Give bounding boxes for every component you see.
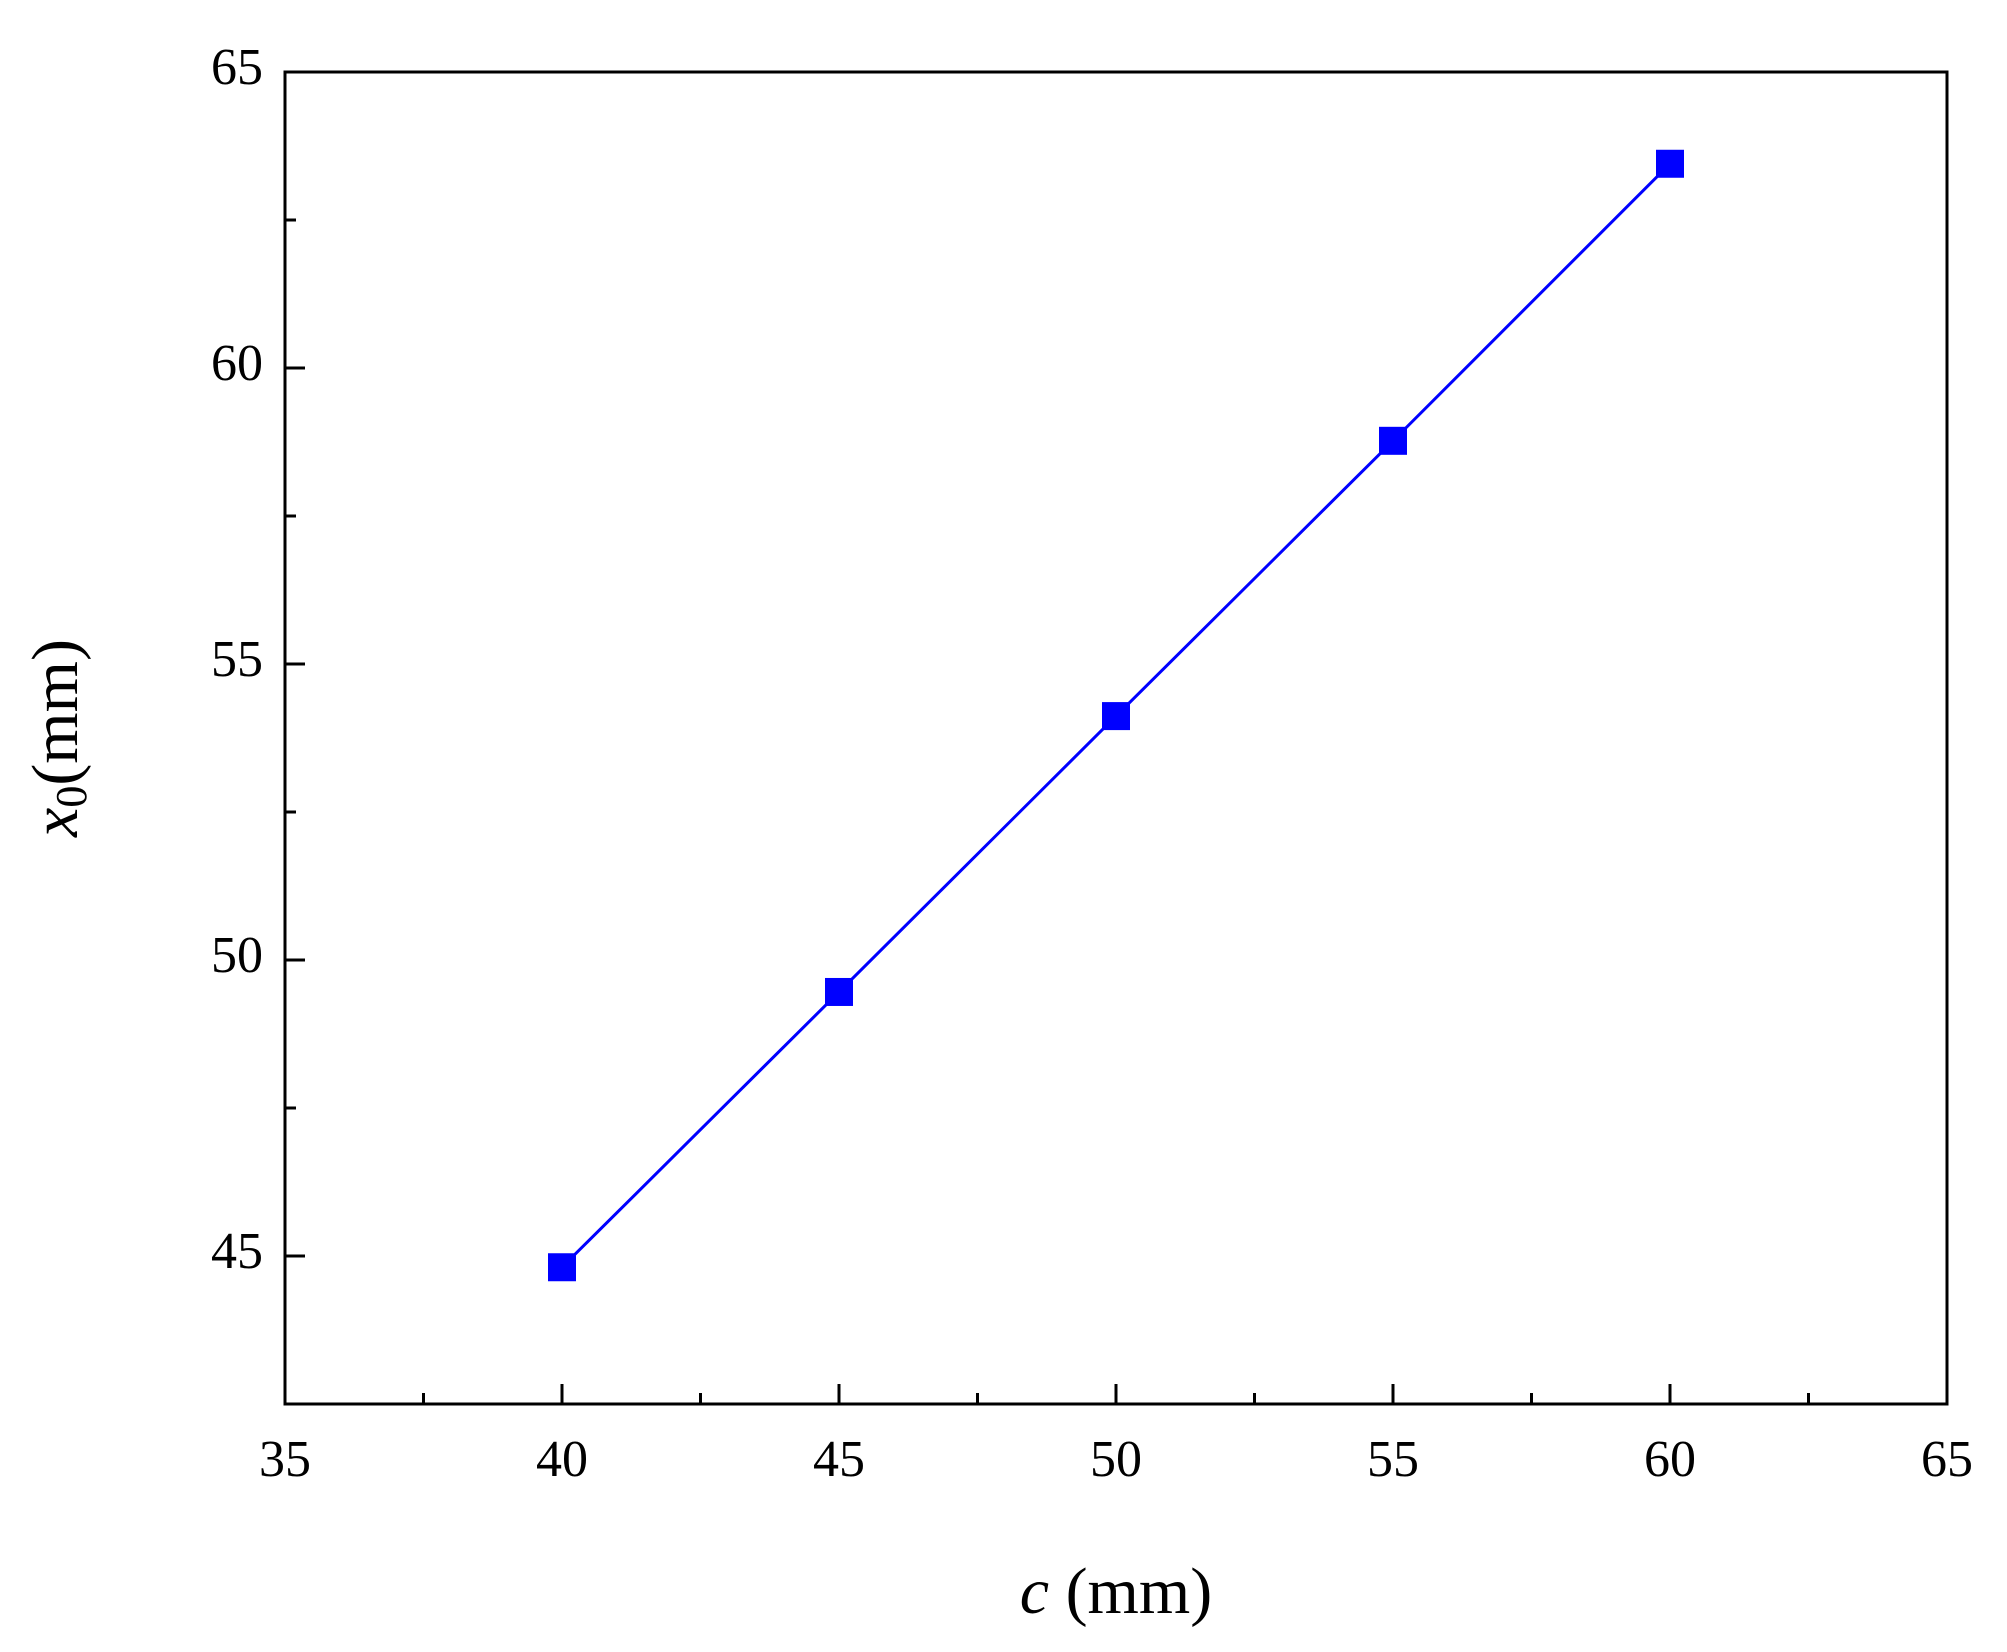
x-tick-label: 50 bbox=[1090, 1431, 1142, 1488]
x-axis-label: c (mm) bbox=[1020, 1555, 1212, 1628]
y-label-sub: 0 bbox=[47, 786, 96, 808]
data-point bbox=[1656, 149, 1684, 178]
data-point bbox=[1379, 426, 1407, 455]
y-label-var: x bbox=[19, 808, 92, 838]
x-tick-label: 40 bbox=[536, 1431, 588, 1488]
x-tick-label: 65 bbox=[1921, 1431, 1973, 1488]
plot-frame bbox=[283, 70, 1949, 1406]
y-tick-label: 60 bbox=[211, 335, 263, 392]
data-point bbox=[548, 1253, 576, 1282]
x-label-var: c bbox=[1020, 1555, 1049, 1628]
y-tick-label: 55 bbox=[211, 631, 263, 688]
x-tick-label: 55 bbox=[1367, 1431, 1419, 1488]
y-label-unit: (mm) bbox=[19, 639, 92, 786]
x-tick-label: 60 bbox=[1644, 1431, 1696, 1488]
x-tick-label: 35 bbox=[259, 1431, 311, 1488]
y-axis-label: x0(mm) bbox=[19, 639, 96, 838]
y-tick-label: 50 bbox=[211, 927, 263, 984]
data-point bbox=[1102, 702, 1130, 731]
y-tick-label: 65 bbox=[211, 39, 263, 96]
x-label-unit: (mm) bbox=[1066, 1555, 1213, 1628]
x-tick-label: 45 bbox=[813, 1431, 865, 1488]
data-point bbox=[825, 977, 853, 1006]
y-tick-label: 45 bbox=[211, 1223, 263, 1280]
